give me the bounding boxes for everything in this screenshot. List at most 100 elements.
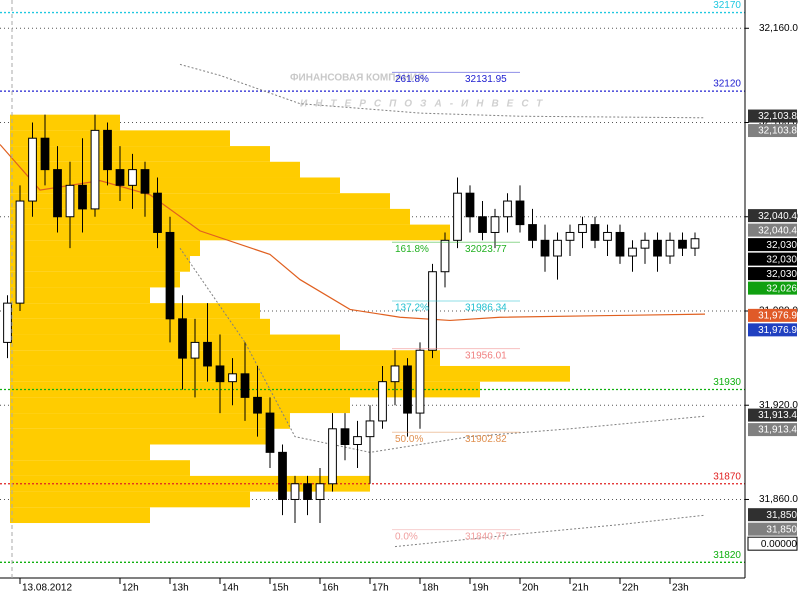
price-box: [748, 423, 797, 437]
price-box-label: 32,103.8: [758, 126, 797, 137]
profile-bar: [10, 444, 150, 461]
x-tick-label: 22h: [622, 583, 639, 594]
moving-average: [0, 144, 706, 322]
candle-body: [515, 200, 525, 226]
indicator-box: [747, 536, 798, 551]
price-box-label: 32,030: [766, 269, 797, 280]
candle-body: [603, 231, 612, 241]
price-box-label: 32,030: [766, 254, 797, 265]
candle-body: [128, 169, 137, 186]
profile-bar: [10, 507, 150, 524]
candle-body: [228, 373, 237, 383]
profile-bar: [10, 397, 350, 414]
level-label: 32120: [713, 79, 741, 90]
profile-bar: [10, 428, 270, 445]
watermark: ИНТЕРСПОЗА-ИНВЕСТ: [300, 99, 550, 110]
candle-body: [528, 224, 537, 241]
price-box: [748, 252, 797, 266]
candle-body: [640, 239, 650, 249]
price-box: [748, 408, 797, 422]
candle-body: [165, 231, 175, 320]
candle-body: [565, 231, 575, 241]
candle-body: [578, 224, 587, 233]
candle-body: [178, 318, 187, 359]
x-tick-label: 14h: [222, 583, 239, 594]
x-tick-label: 19h: [472, 583, 489, 594]
candle-body: [390, 365, 400, 383]
candle-body: [203, 341, 212, 367]
candle-body: [365, 420, 375, 438]
candle-body: [3, 302, 12, 343]
level-label: 31930: [713, 377, 741, 388]
fib-percent: 137.2%: [395, 303, 429, 314]
profile-bar: [10, 491, 250, 508]
candle-body: [590, 224, 600, 241]
candle-body: [65, 184, 75, 218]
candle-body: [678, 239, 687, 249]
candle-body: [303, 483, 312, 500]
profile-bar: [10, 271, 180, 288]
level-label: 31820: [713, 550, 741, 561]
watermark: ФИНАНСОВАЯ КОМПАНИЯ: [290, 73, 424, 84]
candle-body: [453, 192, 462, 241]
x-tick-label: 18h: [422, 583, 439, 594]
fib-percent: 50.0%: [395, 434, 423, 445]
price-box: [748, 223, 797, 237]
price-box: [748, 308, 797, 322]
candle-body: [665, 239, 675, 257]
profile-bar: [10, 224, 450, 241]
candle-body: [240, 373, 250, 398]
candle-body: [615, 231, 625, 257]
candle-body: [15, 200, 25, 304]
price-box-label: 32,040.4: [758, 211, 797, 222]
candle-body: [403, 365, 412, 414]
profile-bar: [10, 208, 410, 225]
candle-body: [490, 216, 500, 233]
profile-bar: [10, 334, 340, 351]
x-tick-label: 21h: [572, 583, 589, 594]
price-box-label: 32,026: [766, 283, 797, 294]
price-box: [748, 522, 797, 536]
profile-bar: [10, 287, 150, 304]
profile-bar: [10, 240, 200, 257]
x-tick-label: 17h: [372, 583, 389, 594]
profile-bar: [10, 318, 270, 335]
candle-body: [440, 239, 450, 273]
profile-bar: [10, 365, 570, 382]
candle-body: [653, 239, 662, 257]
envelope-line: [179, 63, 706, 119]
y-tick-label: 32,160.0: [759, 23, 798, 34]
fib-price: 32023.77: [465, 244, 507, 255]
price-box: [748, 124, 797, 138]
profile-bar: [10, 350, 440, 366]
candle-body: [290, 483, 300, 500]
price-box: [748, 109, 797, 123]
candle-body: [553, 239, 562, 257]
candle-body: [503, 200, 512, 218]
candle-body: [215, 365, 225, 383]
candle-body: [340, 428, 350, 445]
price-box-label: 31,913.4: [758, 425, 797, 436]
price-box-label: 31,913.4: [758, 410, 797, 421]
x-tick-label: 20h: [522, 583, 539, 594]
price-box-label: 31,976.9: [758, 325, 797, 336]
candle-body: [78, 184, 87, 210]
candle-body: [190, 341, 200, 359]
price-box: [748, 281, 797, 295]
fib-price: 31956.01: [465, 350, 507, 361]
candle-body: [103, 129, 112, 171]
candle-body: [378, 381, 387, 422]
profile-bar: [10, 146, 270, 162]
fib-percent: 161.8%: [395, 244, 429, 255]
price-box: [748, 238, 797, 252]
fib-price: 31986.34: [465, 303, 507, 314]
x-tick-label: 16h: [322, 583, 339, 594]
x-tick-label: 13h: [172, 583, 189, 594]
price-box-label: 32,103.8: [758, 111, 797, 122]
candle-body: [328, 428, 337, 485]
candle-body: [465, 192, 475, 218]
x-tick-label: 15h: [272, 583, 289, 594]
level-label: 32170: [713, 0, 741, 11]
candle-body: [428, 271, 437, 351]
